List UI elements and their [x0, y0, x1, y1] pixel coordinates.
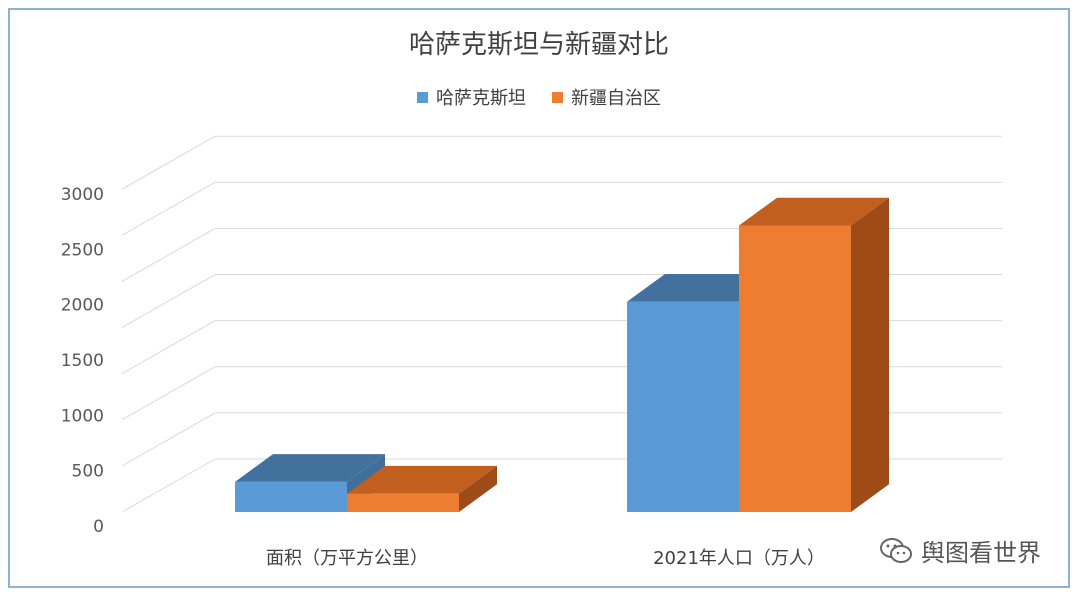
bar — [627, 301, 739, 512]
y-tick-label: 1500 — [61, 351, 104, 371]
bar-top — [739, 197, 889, 226]
y-tick-label: 500 — [72, 462, 104, 482]
bar-side — [851, 197, 889, 512]
bar — [235, 481, 347, 512]
wechat-icon — [880, 537, 912, 563]
x-category-label: 2021年人口（万人） — [653, 548, 825, 569]
gridline-diagonal — [121, 458, 216, 513]
legend: 哈萨克斯坦 新疆自治区 — [10, 84, 1068, 110]
bar — [347, 493, 459, 512]
bar-top — [235, 454, 385, 482]
gridline-diagonal — [121, 228, 216, 282]
legend-swatch-kazakhstan — [417, 91, 428, 103]
y-tick-label: 2000 — [61, 296, 104, 316]
x-category-label: 面积（万平方公里） — [266, 548, 428, 569]
legend-swatch-xinjiang — [552, 91, 563, 103]
legend-label-kazakhstan: 哈萨克斯坦 — [436, 88, 526, 109]
y-tick-label: 3000 — [61, 185, 104, 205]
gridline-diagonal — [121, 320, 216, 375]
gridline-diagonal — [121, 366, 216, 421]
y-tick-label: 1000 — [61, 406, 104, 426]
y-tick-label: 0 — [93, 517, 104, 537]
gridline-diagonal — [121, 135, 216, 190]
legend-label-xinjiang: 新疆自治区 — [571, 88, 661, 109]
gridline-diagonal — [121, 412, 216, 467]
chart-frame: 哈萨克斯坦与新疆对比 哈萨克斯坦 新疆自治区 — [8, 8, 1070, 588]
legend-item-kazakhstan: 哈萨克斯坦 — [417, 84, 526, 110]
gridline-diagonal — [121, 181, 216, 236]
watermark-text: 舆图看世界 — [921, 539, 1041, 567]
watermark: 舆图看世界 — [879, 533, 1041, 568]
y-tick-label: 2500 — [61, 240, 104, 260]
gridline-diagonal — [121, 274, 216, 328]
bar-top — [347, 465, 497, 494]
bar-side — [459, 465, 497, 512]
chart-title: 哈萨克斯坦与新疆对比 — [408, 30, 669, 60]
bar — [739, 225, 851, 512]
legend-item-xinjiang: 新疆自治区 — [552, 84, 661, 110]
